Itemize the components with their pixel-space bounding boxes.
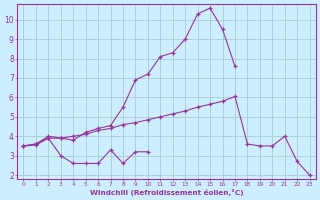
X-axis label: Windchill (Refroidissement éolien,°C): Windchill (Refroidissement éolien,°C)	[90, 189, 244, 196]
